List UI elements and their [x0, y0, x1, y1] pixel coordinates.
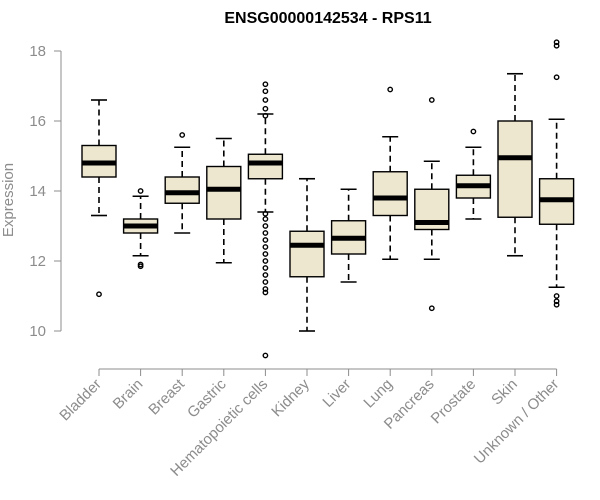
outlier-point: [553, 301, 560, 308]
outlier-point: [262, 216, 269, 222]
outlier-point: [428, 305, 435, 312]
box-group: [455, 128, 492, 220]
box-body: [372, 171, 408, 217]
box-group: [164, 132, 200, 234]
x-tick-label: Brain: [110, 376, 147, 413]
outlier-point: [262, 105, 269, 112]
box-body: [289, 230, 325, 278]
outlier-point: [179, 132, 186, 138]
outlier-point: [262, 265, 269, 271]
outlier-point: [553, 293, 560, 299]
x-tick-label: Skin: [488, 376, 521, 409]
box-group: [414, 97, 450, 312]
box-group: [289, 177, 325, 332]
x-tick-label: Prostate: [428, 376, 480, 428]
outlier-point: [262, 230, 269, 236]
box-body: [497, 120, 533, 218]
box-group: [247, 81, 284, 359]
outlier-point: [262, 272, 269, 278]
outlier-point: [262, 112, 269, 119]
box-group: [81, 99, 117, 298]
outlier-point: [262, 81, 269, 88]
outlier-point: [137, 188, 144, 194]
outlier-point: [262, 223, 269, 229]
outlier-point: [96, 291, 102, 298]
box-group: [497, 72, 533, 257]
y-axis: 10 12 14 16 18: [29, 43, 62, 340]
x-tick-label: Breast: [145, 375, 188, 418]
outlier-point: [387, 86, 394, 93]
box-body: [164, 176, 200, 204]
y-tick-label: 14: [29, 183, 46, 200]
outlier-point: [262, 97, 269, 103]
y-tick-label: 18: [29, 43, 46, 60]
outlier-point: [262, 279, 269, 285]
outlier-point: [262, 251, 269, 257]
y-tick-label: 12: [29, 253, 46, 270]
outlier-point: [262, 286, 269, 292]
outlier-point: [428, 97, 435, 103]
x-tick-label: Liver: [319, 376, 354, 411]
outlier-point: [262, 352, 269, 359]
box-group: [206, 137, 242, 264]
box-body: [247, 153, 284, 180]
chart-title: ENSG00000142534 - RPS11: [224, 10, 431, 27]
x-tick-label: Kidney: [268, 375, 313, 420]
y-tick-label: 16: [29, 113, 46, 130]
outlier-point: [262, 237, 269, 243]
outlier-point: [262, 88, 269, 95]
outlier-point: [470, 128, 477, 135]
outlier-point: [137, 261, 144, 268]
box-body: [206, 165, 242, 220]
x-tick-label: Bladder: [56, 376, 105, 425]
outlier-point: [262, 258, 269, 264]
outlier-point: [553, 39, 560, 46]
outlier-point: [262, 244, 269, 250]
box-group: [372, 86, 408, 261]
box-group: [122, 188, 159, 270]
y-tick-label: 10: [29, 323, 46, 340]
outlier-point: [553, 42, 560, 49]
x-tick-label: Lung: [360, 376, 396, 412]
box-group: [538, 39, 575, 308]
y-axis-label: Expression: [0, 163, 17, 237]
outlier-point: [553, 298, 560, 305]
outlier-point: [262, 210, 269, 217]
box-group: [330, 188, 367, 283]
outlier-point: [262, 289, 269, 296]
box-series: [81, 39, 575, 359]
outlier-point: [553, 74, 560, 81]
